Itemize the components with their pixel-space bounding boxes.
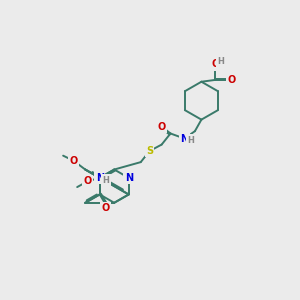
Text: N: N xyxy=(180,134,188,144)
Text: N: N xyxy=(125,173,133,183)
Text: S: S xyxy=(146,146,153,156)
Text: H: H xyxy=(218,57,225,66)
Text: O: O xyxy=(211,59,220,69)
Text: O: O xyxy=(158,122,166,132)
Text: O: O xyxy=(101,203,110,213)
Text: H: H xyxy=(102,176,109,184)
Text: O: O xyxy=(83,176,92,186)
Text: N: N xyxy=(96,173,104,183)
Text: H: H xyxy=(188,136,194,145)
Text: O: O xyxy=(227,75,236,85)
Text: O: O xyxy=(70,156,78,166)
Text: N: N xyxy=(125,173,133,183)
Text: N: N xyxy=(96,173,104,183)
